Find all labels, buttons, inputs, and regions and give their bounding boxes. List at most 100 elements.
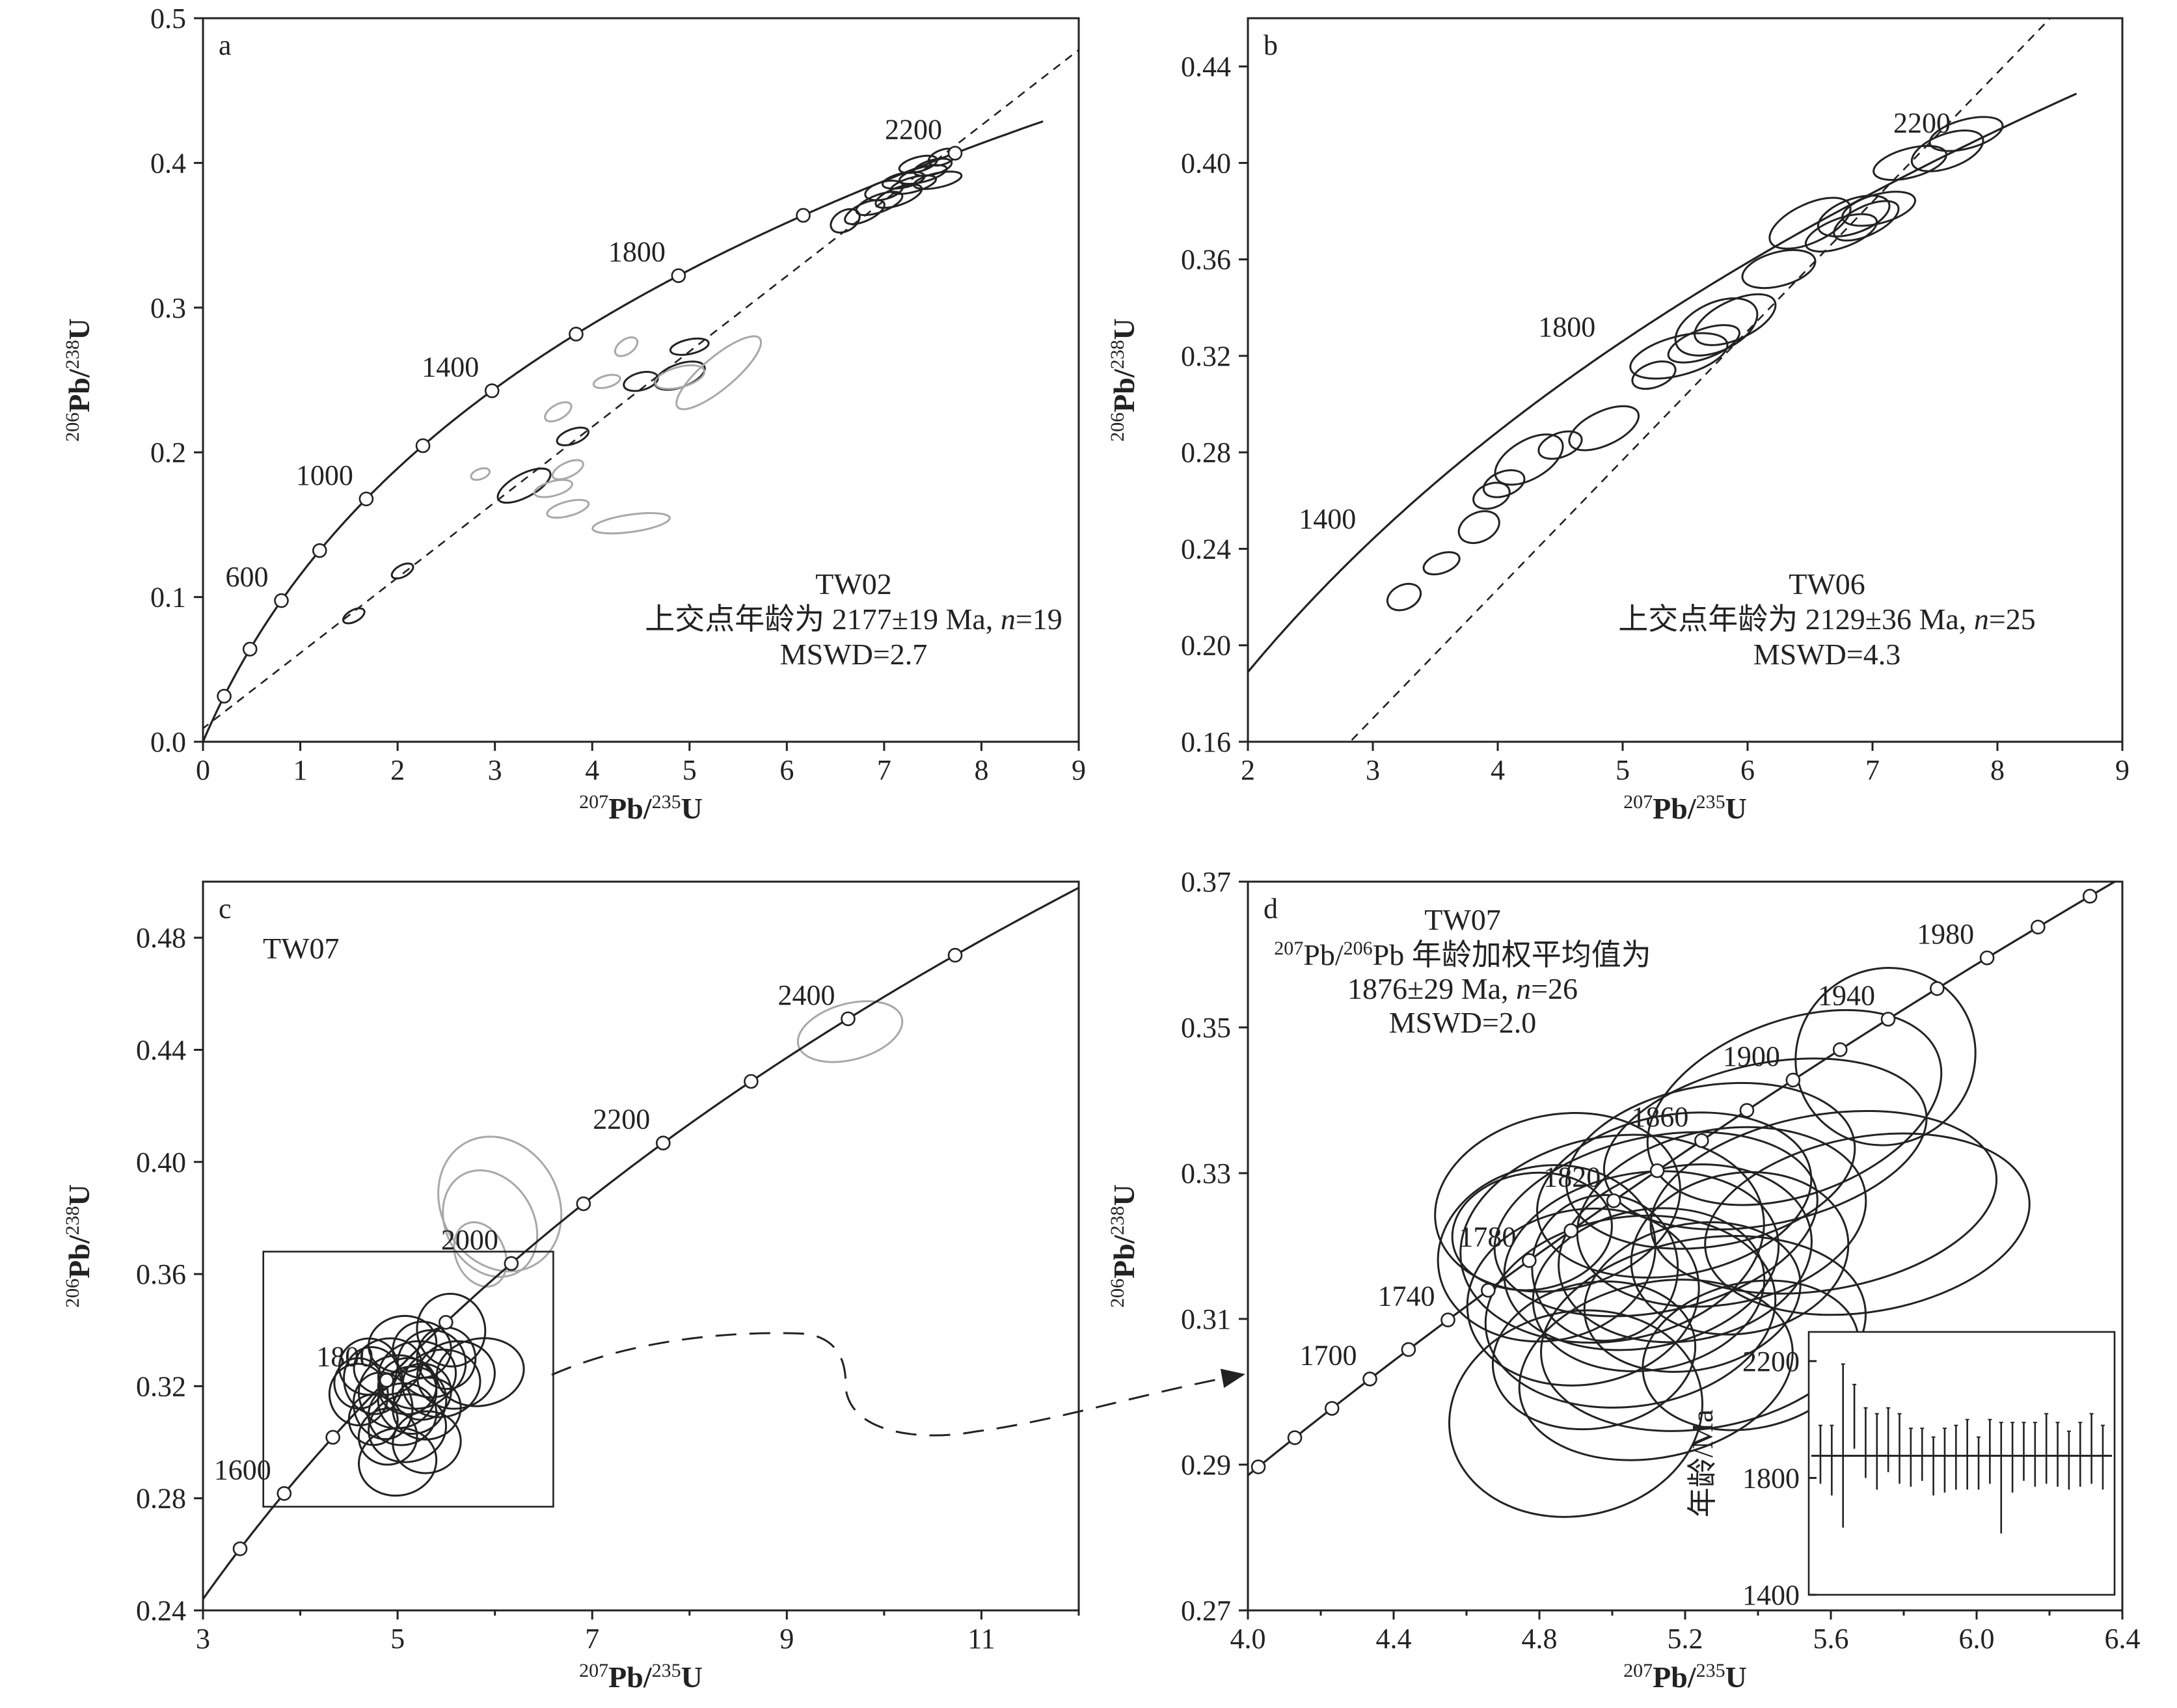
plot-frame	[202, 17, 1080, 743]
analysis-ellipse	[1482, 469, 1526, 498]
y-axis-title: 206Pb/238U	[62, 318, 96, 442]
analysis-ellipse	[390, 562, 414, 580]
plot-frame	[202, 880, 1080, 1612]
concordia-age-marker	[242, 642, 258, 657]
upper-intercept-age: 上交点年龄为 2177±19 Ma, n=19	[645, 603, 1062, 636]
x-axis-title: 207Pb/235U	[1623, 791, 1747, 826]
y-tick-label: 0.24	[1181, 533, 1231, 565]
analysis-ellipse	[1457, 510, 1500, 545]
analysis-ellipse	[1558, 1163, 1813, 1344]
analysis-ellipse	[367, 1382, 438, 1446]
analysis-ellipse	[1804, 213, 1878, 253]
weighted-mean-age: 1876±29 Ma, n=26	[1347, 972, 1578, 1005]
concordia-age-marker	[1287, 1430, 1303, 1445]
mswd-value: MSWD=2.7	[780, 638, 928, 671]
concordia-age-marker	[439, 1314, 453, 1330]
concordia-age-marker	[1606, 1193, 1621, 1208]
y-tick-label: 0.20	[1181, 630, 1231, 662]
y-tick-label: 0.44	[136, 1034, 186, 1066]
zoom-region-box	[262, 1251, 554, 1508]
x-tick-label: 2	[1241, 754, 1255, 786]
x-tick-label: 9	[779, 1623, 794, 1655]
x-tick-label: 4	[585, 754, 599, 786]
concordia-age-marker	[841, 1011, 856, 1027]
analysis-ellipse	[1873, 144, 1948, 182]
concordia-age-label: 1980	[1917, 918, 1974, 950]
y-tick-label: 0.0	[150, 726, 186, 758]
analysis-ellipse	[1667, 324, 1740, 364]
y-tick-label: 0.2	[150, 437, 186, 468]
x-tick-label: 7	[585, 1623, 599, 1655]
plot-area	[1248, 18, 2077, 742]
analysis-ellipse	[544, 401, 573, 423]
concordia-age-marker	[947, 947, 963, 963]
analysis-ellipse	[1568, 405, 1640, 452]
plot-area	[203, 49, 1079, 742]
x-tick-label: 6	[1740, 754, 1755, 786]
mswd-value: MSWD=2.0	[1389, 1006, 1537, 1039]
analysis-ellipse	[669, 337, 710, 356]
analysis-ellipse	[416, 1292, 487, 1368]
x-tick-label: 4.0	[1230, 1623, 1266, 1655]
analysis-ellipse	[1928, 116, 2004, 152]
y-tick-label: 0.32	[136, 1370, 186, 1402]
y-tick-label: 0.28	[136, 1483, 186, 1515]
y-tick-label: 0.4	[150, 147, 186, 179]
analysis-ellipse	[1833, 200, 1900, 242]
weighted-mean-title: 207Pb/206Pb 年龄加权平均值为	[1274, 938, 1651, 972]
analysis-ellipse	[796, 1000, 904, 1063]
concordia-age-marker	[1979, 950, 1995, 966]
sample-id: TW07	[263, 932, 340, 965]
panel-letter: d	[1264, 893, 1278, 925]
analysis-ellipse	[1794, 967, 1977, 1146]
concordia-age-marker	[2031, 919, 2046, 935]
analysis-ellipse	[1646, 1009, 1943, 1206]
x-tick-label: 6	[779, 754, 794, 786]
y-tick-label: 0.1	[150, 582, 186, 614]
concordia-age-marker	[274, 593, 289, 608]
x-tick-label: 5	[390, 1623, 405, 1655]
analysis-ellipse	[1422, 551, 1461, 576]
concordia-age-label: 1800	[316, 1340, 373, 1372]
y-tick-label: 0.35	[1181, 1012, 1231, 1044]
x-tick-label: 8	[974, 754, 988, 786]
analysis-ellipse	[1629, 332, 1729, 380]
concordia-age-label: 1860	[1631, 1101, 1688, 1133]
analysis-ellipse	[1448, 1309, 1703, 1518]
x-tick-label: 0	[196, 754, 210, 786]
y-tick-label: 0.3	[150, 292, 186, 324]
x-tick-label: 9	[2115, 754, 2130, 786]
concordia-age-label: 2400	[777, 979, 835, 1011]
y-tick-label: 0.16	[1181, 726, 1231, 758]
concordia-curve	[1248, 882, 2117, 1477]
analysis-ellipse	[1434, 1112, 1681, 1293]
concordia-age-marker	[1324, 1401, 1340, 1416]
concordia-age-marker	[415, 438, 431, 454]
y-tick-label: 0.40	[1181, 147, 1231, 179]
analysis-ellipse	[1472, 481, 1511, 510]
concordia-age-marker	[1930, 981, 1945, 996]
x-tick-label: 9	[1072, 754, 1086, 786]
x-tick-label: 1	[293, 754, 308, 786]
concordia-age-marker	[671, 268, 686, 283]
analysis-ellipse	[874, 183, 923, 209]
analysis-ellipse	[1540, 1234, 1867, 1432]
concordia-age-marker	[504, 1256, 519, 1271]
panel-c-concordia-chart: 3 5 7 9 11 0.24 0.28 0.32 0.36 0.40 0.44 0.48 207Pb/…	[62, 880, 1080, 1694]
panel-letter: b	[1264, 29, 1278, 61]
analysis-ellipse	[1694, 293, 1777, 346]
plot-area	[1248, 882, 2117, 1518]
analysis-ellipse	[453, 1221, 508, 1288]
concordia-age-marker	[1401, 1342, 1416, 1357]
inset-y-tick-label: 1800	[1742, 1462, 1800, 1494]
x-tick-label: 2	[390, 754, 405, 786]
concordia-age-marker	[312, 543, 327, 558]
discordia-line	[1349, 18, 2051, 742]
concordia-age-label: 600	[225, 561, 268, 593]
analysis-ellipse	[1741, 249, 1817, 290]
concordia-curve	[203, 886, 1079, 1601]
concordia-age-label: 1800	[1538, 311, 1595, 343]
analysis-ellipse	[1631, 360, 1677, 390]
analysis-ellipse	[591, 512, 671, 535]
concordia-age-label: 1740	[1378, 1281, 1435, 1312]
